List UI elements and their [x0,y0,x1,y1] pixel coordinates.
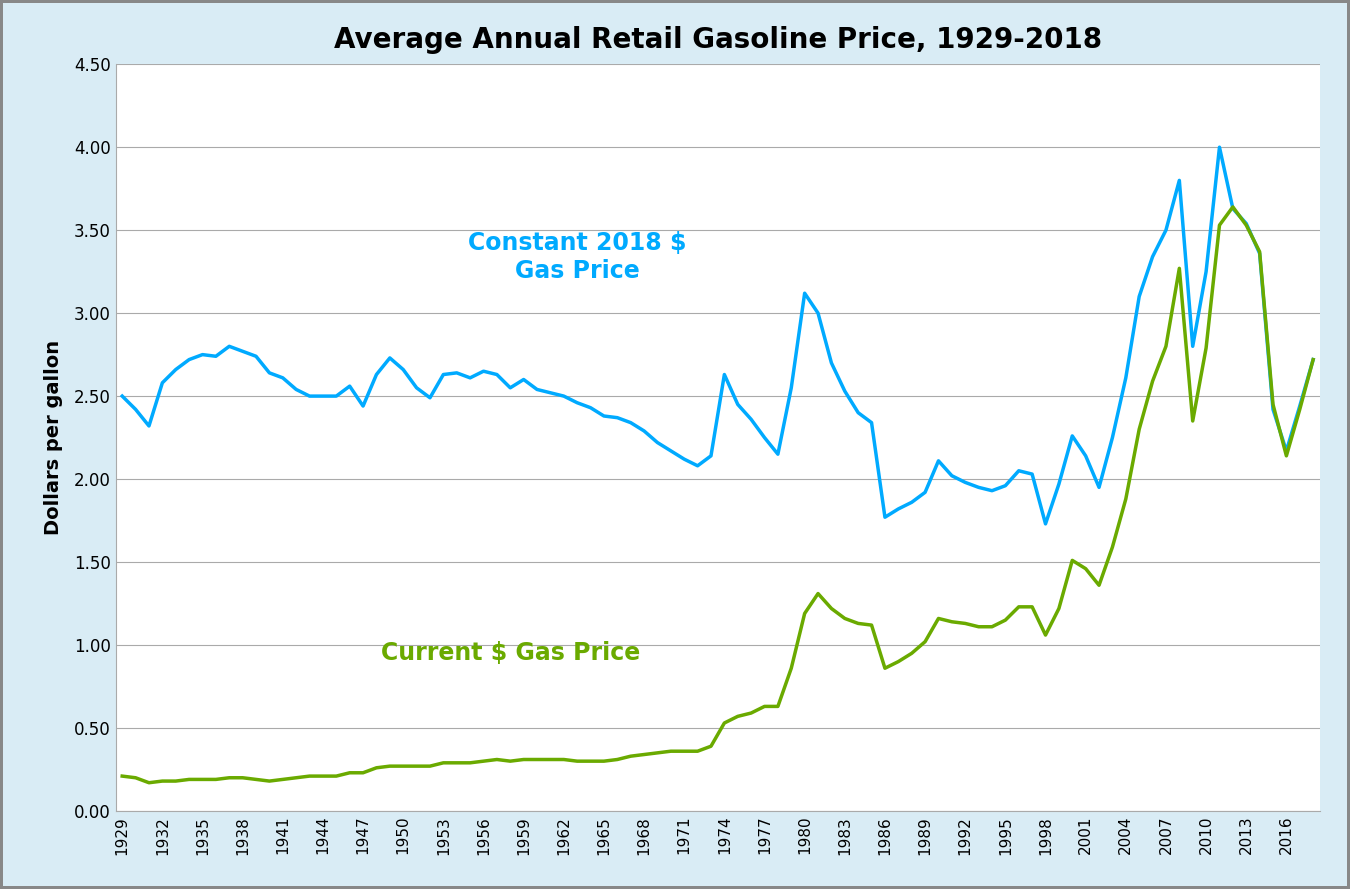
Text: Current $ Gas Price: Current $ Gas Price [381,641,640,665]
Y-axis label: Dollars per gallon: Dollars per gallon [43,340,62,535]
Text: Constant 2018 $
Gas Price: Constant 2018 $ Gas Price [468,231,686,284]
Title: Average Annual Retail Gasoline Price, 1929-2018: Average Annual Retail Gasoline Price, 19… [333,26,1102,53]
